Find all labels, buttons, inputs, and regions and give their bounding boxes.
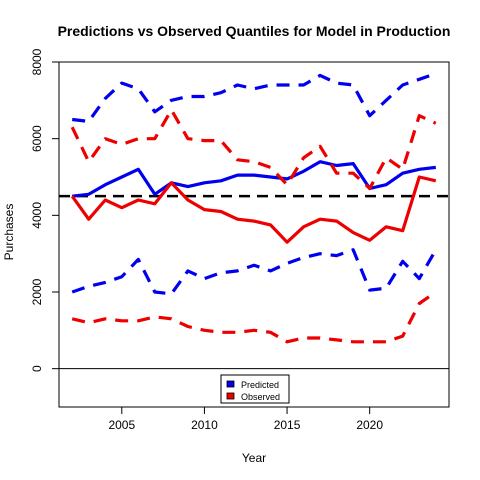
predicted-upper-line [72, 71, 437, 124]
y-tick-label-6000: 6000 [30, 125, 44, 152]
y-tick-label-2000: 2000 [30, 278, 44, 305]
observed-upper-line [70, 108, 437, 191]
y-tick-label-8000: 8000 [30, 48, 44, 75]
y-axis-label: Purchases [2, 204, 16, 261]
chart-title: Predictions vs Observed Quantiles for Mo… [58, 23, 451, 39]
legend-swatch-predicted [226, 380, 235, 388]
legend-label-observed: Observed [241, 392, 280, 402]
observed-median-line [70, 175, 437, 244]
x-tick-label-2015: 2015 [274, 418, 301, 432]
x-axis-label: Year [242, 451, 266, 465]
legend-swatch-observed [226, 392, 235, 400]
predicted-median-line [72, 160, 436, 198]
legend: Predicted Observed [220, 374, 290, 404]
x-tick-label-2010: 2010 [191, 418, 218, 432]
predicted-lower-line [71, 248, 438, 296]
x-tick-label-2020: 2020 [356, 418, 383, 432]
plot-frame [58, 61, 450, 408]
x-tick-label-2005: 2005 [108, 418, 135, 432]
plot-area: 2005 2010 2015 2020 0 2000 4000 6000 8000 [30, 48, 450, 432]
y-tick-label-4000: 4000 [30, 202, 44, 229]
y-tick-label-0: 0 [30, 365, 44, 372]
legend-label-predicted: Predicted [241, 380, 279, 390]
observed-lower-line [71, 290, 437, 344]
